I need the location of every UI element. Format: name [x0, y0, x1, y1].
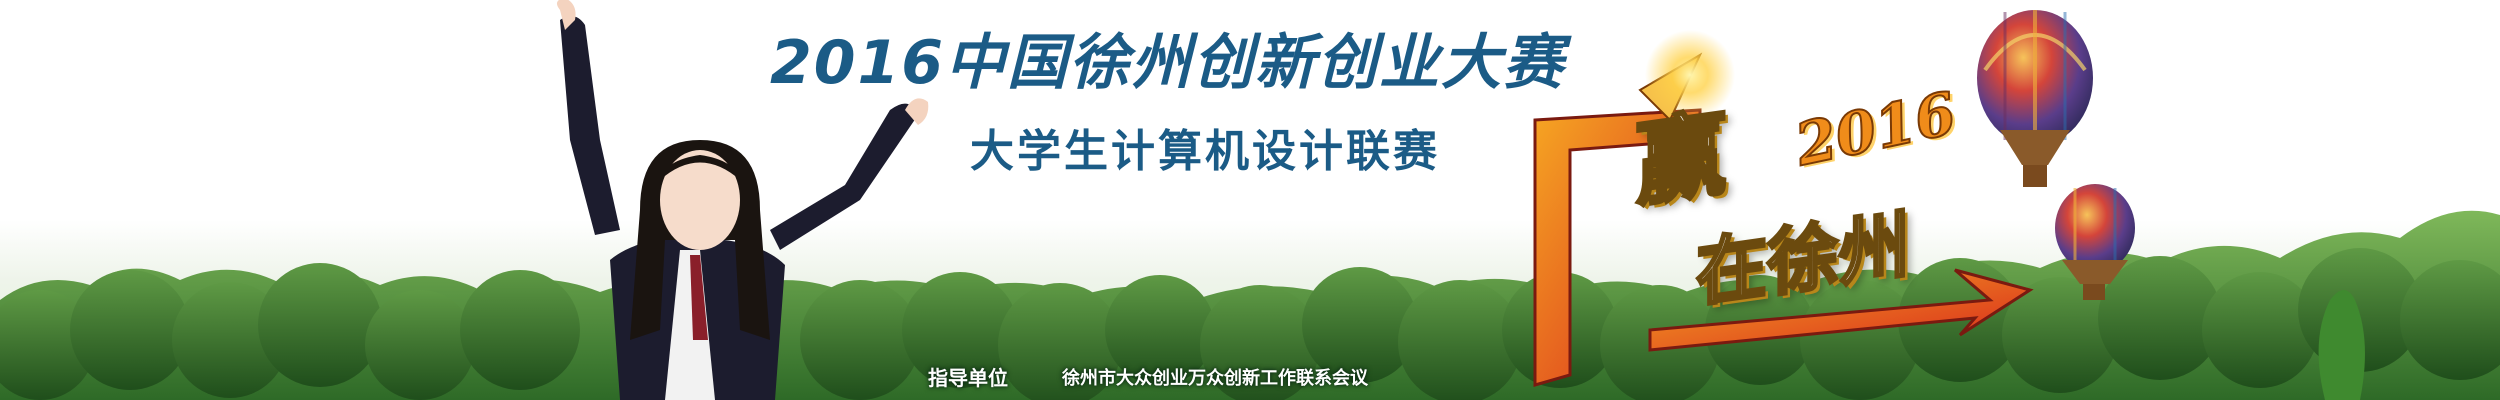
guide-organization: 徐州市大众创业万众创新工作联系会议	[1062, 368, 1368, 389]
page-title: 2016中国徐州创新创业大赛	[770, 28, 1565, 98]
cheering-student-figure	[556, 0, 929, 400]
slogan-frame	[1533, 30, 2034, 387]
cypress-tree	[2318, 290, 2365, 400]
hot-air-balloon-small-icon	[2055, 184, 2135, 300]
slogan-win-text: 赢	[1634, 98, 1728, 222]
guide-label: 指导单位	[928, 366, 1008, 390]
hot-air-balloon-large-icon	[1977, 10, 2093, 187]
page-subtitle: 大学生计算机设计联赛	[970, 126, 1440, 177]
